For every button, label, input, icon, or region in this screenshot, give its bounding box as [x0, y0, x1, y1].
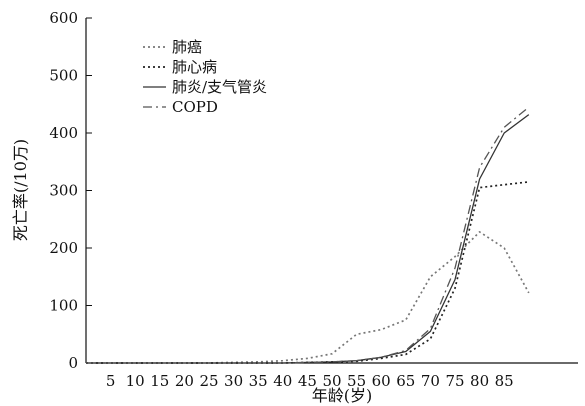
series-line-1: [86, 181, 529, 364]
x-tick-label: 20: [175, 372, 194, 390]
x-tick-label: 80: [470, 372, 489, 390]
x-tick-label: 45: [298, 372, 317, 390]
x-tick-label: 55: [347, 372, 366, 390]
x-axis-label: 年龄(岁): [312, 386, 373, 405]
legend-label-1: 肺心病: [172, 58, 217, 76]
x-tick-label: 50: [322, 372, 341, 390]
y-axis-label: 死亡率(/10万): [11, 139, 30, 241]
y-ticks: 0 100 200 300 400 500 600: [49, 9, 92, 372]
x-tick-label: 5: [106, 372, 116, 390]
y-tick-label: 500: [49, 67, 78, 85]
series-line-2: [86, 114, 530, 364]
y-tick-label: 100: [49, 297, 78, 315]
y-tick-label: 0: [68, 354, 78, 372]
y-tick-label: 600: [49, 9, 78, 27]
axes: [85, 18, 578, 364]
x-tick-label: 70: [421, 372, 440, 390]
x-tick-label: 65: [396, 372, 415, 390]
x-tick-label: 35: [249, 372, 268, 390]
x-tick-label: 60: [372, 372, 391, 390]
x-tick-label: 15: [150, 372, 169, 390]
x-tick-label: 75: [445, 372, 464, 390]
legend-label-2: 肺炎/支气管炎: [172, 78, 267, 96]
x-tick-label: 30: [224, 372, 243, 390]
x-ticks: 5 10 15 20 25 30 35 40 45 50 55 60 65 70 75 80 85: [106, 372, 514, 390]
y-tick-label: 300: [49, 182, 78, 200]
series-line-0: [86, 231, 530, 364]
x-tick-label: 25: [199, 372, 218, 390]
y-tick-label: 400: [49, 124, 78, 142]
x-tick-label: 85: [495, 372, 514, 390]
legend-label-0: 肺癌: [172, 38, 202, 56]
x-tick-label: 40: [273, 372, 292, 390]
series-line-3: [86, 106, 530, 364]
legend-label-3: COPD: [172, 98, 218, 116]
series-lines: [86, 106, 530, 364]
y-tick-label: 200: [49, 239, 78, 257]
x-tick-label: 10: [126, 372, 145, 390]
